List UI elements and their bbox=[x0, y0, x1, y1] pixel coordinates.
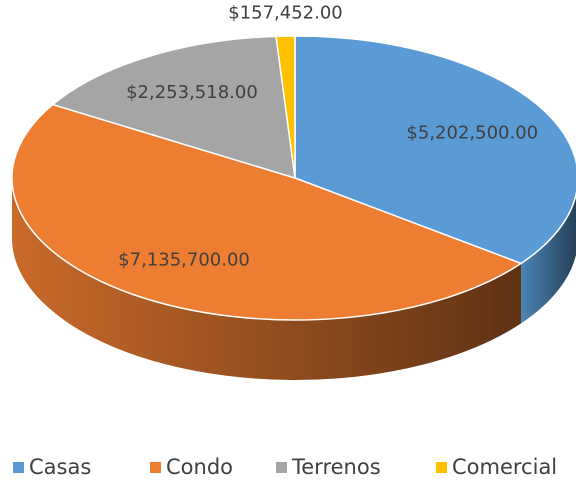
legend-label: Casas bbox=[29, 455, 91, 479]
slice bbox=[275, 35, 296, 179]
legend-swatch bbox=[436, 462, 447, 473]
pie-tops bbox=[11, 35, 576, 321]
data-label: $157,452.00 bbox=[228, 3, 343, 24]
slice-side bbox=[12, 178, 522, 380]
slice-side bbox=[521, 194, 576, 324]
data-label: $7,135,700.00 bbox=[118, 249, 250, 270]
legend-swatch bbox=[276, 462, 287, 473]
slice bbox=[294, 35, 576, 265]
data-label: $2,253,518.00 bbox=[126, 82, 258, 103]
pie-sides bbox=[12, 178, 576, 380]
legend-swatch bbox=[150, 462, 161, 473]
legend-label: Comercial bbox=[452, 455, 557, 479]
data-labels: $5,202,500.00 $7,135,700.00 $2,253,518.00 $… bbox=[118, 3, 538, 271]
legend-swatch bbox=[13, 462, 24, 473]
slice bbox=[11, 103, 523, 321]
slice bbox=[51, 35, 296, 180]
legend-label: Terrenos bbox=[291, 455, 381, 479]
data-label: $5,202,500.00 bbox=[406, 123, 538, 144]
legend-label: Condo bbox=[166, 455, 233, 479]
legend: Casas Condo Terrenos Comercial bbox=[13, 455, 557, 479]
